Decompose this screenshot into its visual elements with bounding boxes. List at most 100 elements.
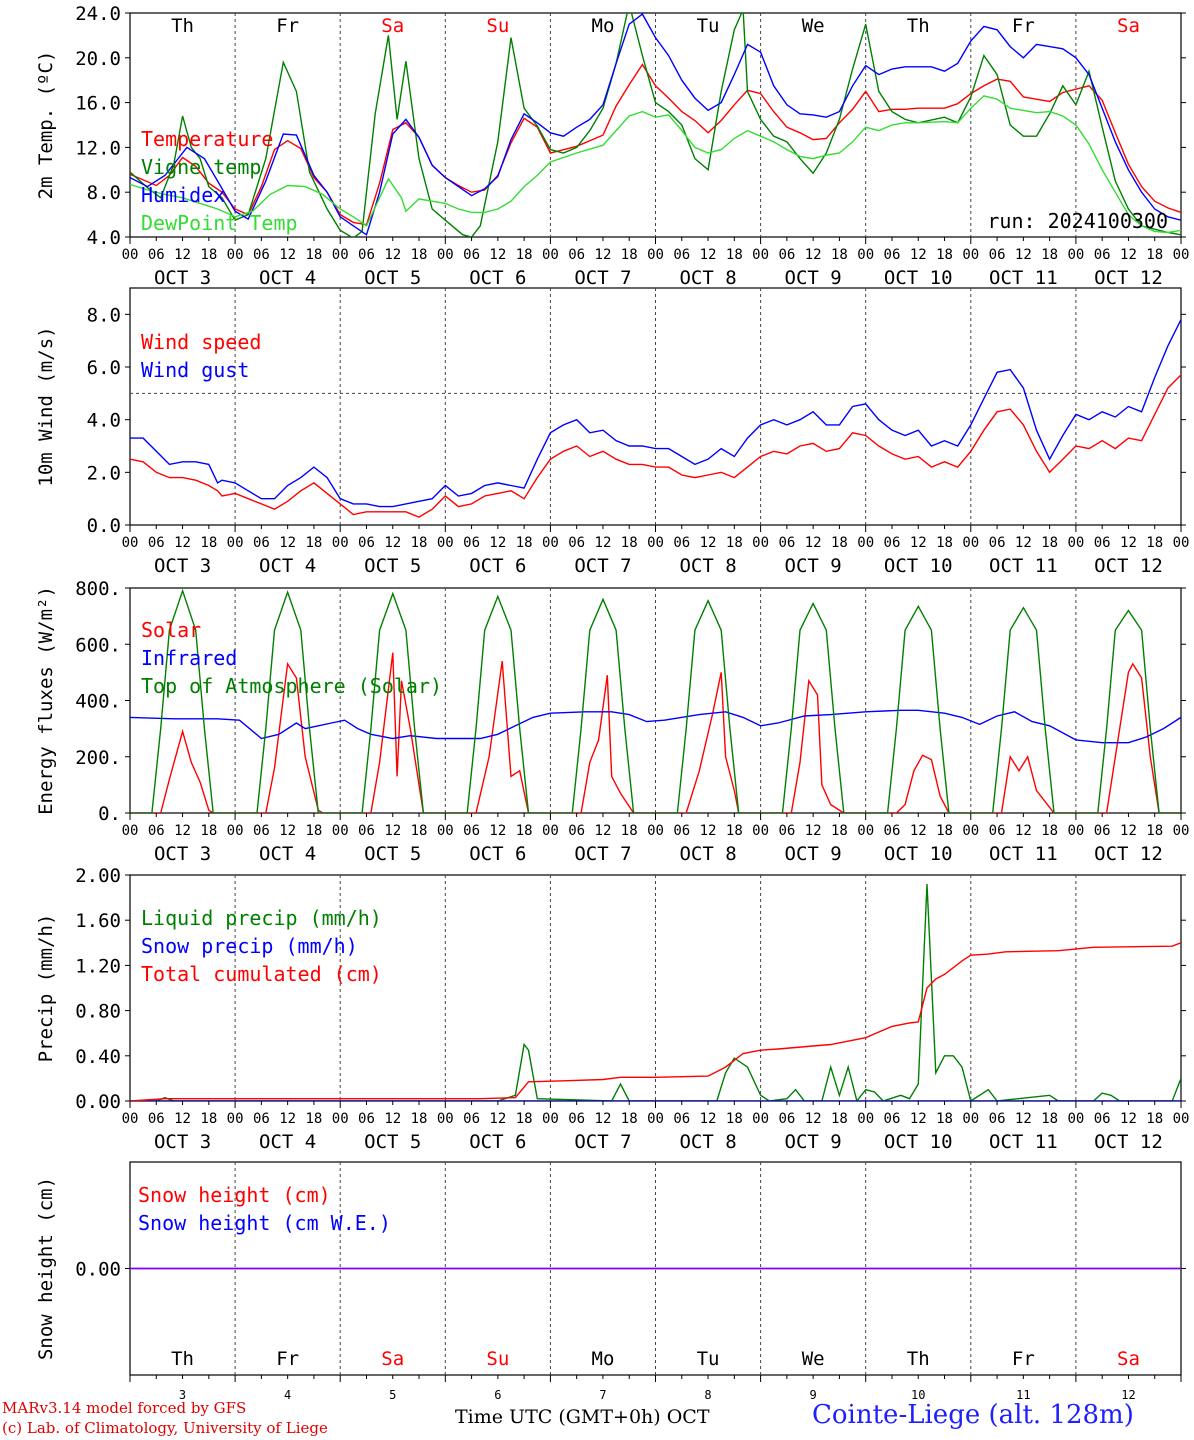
y-tick-label: 0.00: [75, 1259, 121, 1281]
hour-tick-label: 18: [726, 1111, 743, 1127]
date-label: OCT 9: [785, 843, 842, 865]
weekday-label: Mo: [592, 15, 615, 37]
y-tick-label: 6.0: [87, 357, 121, 379]
day-number-label: 11: [1016, 1388, 1030, 1402]
hour-tick-label: 00: [122, 247, 139, 263]
hour-tick-label: 06: [884, 247, 901, 263]
weekday-label: Tu: [697, 15, 720, 37]
weekday-label: Su: [486, 15, 509, 37]
hour-tick-label: 06: [568, 535, 585, 551]
date-label: OCT 10: [884, 267, 953, 289]
y-tick-label: 400.: [75, 691, 121, 713]
y-axis-label: Snow height (cm): [35, 1177, 57, 1360]
legend-entry: DewPoint Temp: [141, 211, 298, 235]
panel-frame-wind: [129, 287, 1182, 526]
date-label: OCT 12: [1094, 1131, 1163, 1153]
date-label: OCT 4: [259, 267, 316, 289]
hour-tick-label: 18: [1041, 823, 1058, 839]
hour-tick-label: 12: [1120, 823, 1137, 839]
legend-entry: Humidex: [141, 183, 225, 207]
date-label: OCT 8: [679, 1131, 736, 1153]
date-label: OCT 7: [574, 1131, 631, 1153]
hour-tick-label: 12: [174, 823, 191, 839]
hour-tick-label: 18: [831, 535, 848, 551]
weekday-label: Sa: [1117, 1348, 1140, 1370]
legend-entry: Infrared: [141, 646, 237, 670]
hour-tick-label: 06: [778, 247, 795, 263]
date-label: OCT 3: [154, 267, 211, 289]
panel-frame-temp: [129, 12, 1182, 238]
weekday-label: Sa: [1117, 15, 1140, 37]
series-line: [130, 318, 1181, 508]
hour-tick-label: 06: [989, 535, 1006, 551]
weekday-label: Th: [171, 1348, 194, 1370]
hour-tick-label: 12: [384, 247, 401, 263]
date-label: OCT 12: [1094, 843, 1163, 865]
hour-tick-label: 12: [595, 1111, 612, 1127]
day-number-label: 10: [911, 1388, 925, 1402]
date-label: OCT 3: [154, 555, 211, 577]
y-axis-label: Energy fluxes (W/m²): [35, 586, 57, 815]
hour-tick-label: 00: [542, 247, 559, 263]
series-line: [130, 709, 1181, 744]
hour-tick-label: 00: [1173, 247, 1190, 263]
hour-tick-label: 00: [1067, 247, 1084, 263]
hour-tick-label: 00: [752, 1111, 769, 1127]
date-label: OCT 6: [469, 267, 526, 289]
hour-tick-label: 00: [962, 1111, 979, 1127]
hour-tick-label: 12: [1015, 1111, 1032, 1127]
hour-tick-label: 18: [831, 247, 848, 263]
panel-frame-flux: [129, 587, 1182, 814]
y-axis-label: Precip (mm/h): [35, 914, 57, 1063]
y-tick-label: 0.: [98, 803, 121, 825]
date-label: OCT 11: [989, 843, 1058, 865]
hour-tick-label: 00: [1173, 1111, 1190, 1127]
model-credit: MARv3.14 model forced by GFS: [2, 1399, 247, 1417]
hour-tick-label: 00: [1173, 535, 1190, 551]
date-label: OCT 11: [989, 555, 1058, 577]
hour-tick-label: 06: [148, 1111, 165, 1127]
hour-tick-label: 12: [1015, 535, 1032, 551]
hour-tick-label: 06: [1094, 823, 1111, 839]
weekday-label: Fr: [1012, 1348, 1035, 1370]
y-tick-label: 4.0: [87, 410, 121, 432]
legend-entry: Solar: [141, 618, 201, 642]
weekday-label: Fr: [1012, 15, 1035, 37]
date-label: OCT 10: [884, 843, 953, 865]
date-label: OCT 7: [574, 267, 631, 289]
series-line: [130, 95, 1181, 234]
hour-tick-label: 12: [1015, 247, 1032, 263]
hour-tick-label: 00: [542, 823, 559, 839]
hour-tick-label: 12: [1120, 1111, 1137, 1127]
hour-tick-label: 18: [831, 823, 848, 839]
hour-tick-label: 12: [489, 247, 506, 263]
hour-tick-label: 18: [305, 535, 322, 551]
date-label: OCT 3: [154, 843, 211, 865]
legend-entry: Total cumulated (cm): [141, 962, 382, 986]
legend-entry: Wind gust: [141, 358, 249, 382]
hour-tick-label: 06: [253, 535, 270, 551]
hour-tick-label: 00: [647, 535, 664, 551]
hour-tick-label: 00: [437, 823, 454, 839]
weekday-label: Sa: [381, 1348, 404, 1370]
series-line: [130, 652, 1181, 813]
y-axis-label: 10m Wind (m/s): [35, 326, 57, 486]
hour-tick-label: 12: [910, 1111, 927, 1127]
date-label: OCT 5: [364, 1131, 421, 1153]
hour-tick-label: 00: [437, 1111, 454, 1127]
hour-tick-label: 18: [411, 247, 428, 263]
day-number-label: 8: [704, 1388, 711, 1402]
hour-tick-label: 06: [568, 823, 585, 839]
legend-entry: Temperature: [141, 127, 273, 151]
hour-tick-label: 18: [1146, 535, 1163, 551]
y-tick-label: 800.: [75, 578, 121, 600]
hour-tick-label: 12: [1120, 535, 1137, 551]
y-tick-label: 0.40: [75, 1046, 121, 1068]
hour-tick-label: 06: [463, 535, 480, 551]
hour-tick-label: 06: [1094, 247, 1111, 263]
hour-tick-label: 06: [148, 247, 165, 263]
hour-tick-label: 18: [516, 247, 533, 263]
weekday-label: Sa: [381, 15, 404, 37]
legend-entry: Liquid precip (mm/h): [141, 906, 382, 930]
legend-entry: Top of Atmosphere (Solar): [141, 674, 442, 698]
